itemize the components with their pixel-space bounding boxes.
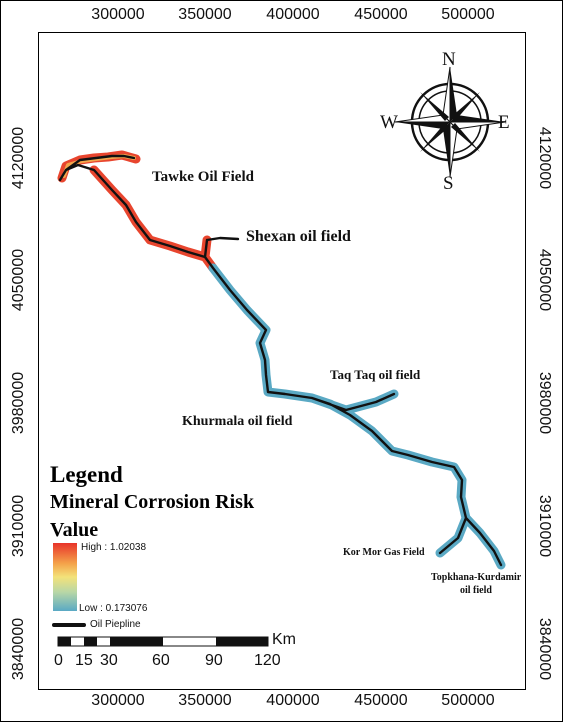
- scale-label: 90: [205, 652, 223, 669]
- compass-west-label: W: [380, 112, 398, 133]
- x-tick-bottom: 350000: [178, 692, 232, 709]
- place-label-topkhana: Topkhana-Kurdamir: [431, 572, 522, 583]
- x-tick-bottom: 300000: [91, 692, 145, 709]
- legend-low-label: Low : 0.173076: [79, 603, 148, 614]
- x-tick-top: 450000: [354, 6, 408, 23]
- x-tick-bottom: 500000: [441, 692, 495, 709]
- scale-unit-label: Km: [272, 631, 296, 648]
- place-label-shexan: Shexan oil field: [246, 228, 351, 245]
- compass-south-label: S: [443, 173, 454, 194]
- scale-label: 30: [100, 652, 118, 669]
- x-tick-top: 300000: [91, 6, 145, 23]
- pipeline-line: [58, 154, 503, 567]
- x-tick-top: 500000: [441, 6, 495, 23]
- place-label-taqtaq: Taq Taq oil field: [330, 367, 421, 382]
- scale-label: 120: [254, 652, 281, 669]
- legend-pipeline-label: Oil Piepline: [90, 619, 141, 630]
- compass-rose-icon: [394, 66, 506, 178]
- scale-label: 15: [75, 652, 93, 669]
- map-area: [38, 32, 526, 690]
- legend-pipeline-swatch: [52, 623, 86, 627]
- x-tick-top: 400000: [266, 6, 320, 23]
- legend-title: Legend: [50, 462, 123, 487]
- compass-east-label: E: [498, 112, 510, 133]
- place-label-tawke: Tawke Oil Field: [152, 169, 254, 185]
- legend-high-label: High : 1.02038: [81, 542, 147, 553]
- place-label-khurmala: Khurmala oil field: [182, 414, 293, 429]
- place-label-kormor: Kor Mor Gas Field: [343, 547, 425, 558]
- x-tick-top: 350000: [178, 6, 232, 23]
- legend-subtitle: Mineral Corrosion Risk: [50, 491, 255, 513]
- scale-label: 60: [152, 652, 170, 669]
- place-label-topkhana-line2: oil field: [460, 585, 492, 596]
- scale-label: 0: [54, 652, 63, 669]
- x-tick-bottom: 450000: [354, 692, 408, 709]
- compass-north-label: N: [442, 49, 456, 70]
- legend-value-label: Value: [50, 519, 99, 541]
- legend-color-ramp: [53, 543, 77, 611]
- x-tick-bottom: 400000: [266, 692, 320, 709]
